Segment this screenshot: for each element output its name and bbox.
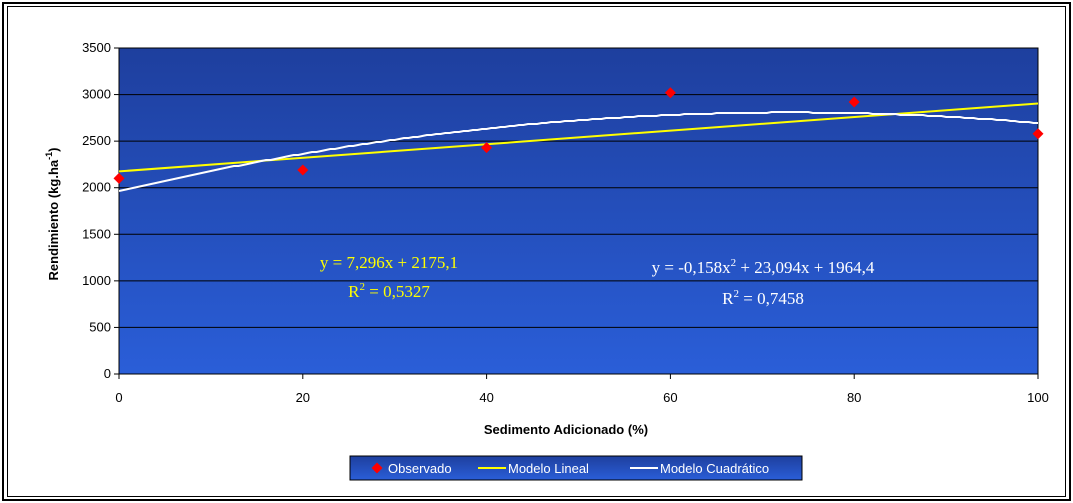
quadratic-r2-label: R2 = 0,7458 bbox=[722, 288, 804, 308]
y-tick-label: 0 bbox=[104, 366, 111, 381]
y-tick-label: 3000 bbox=[82, 87, 111, 102]
plot-area bbox=[118, 47, 1039, 375]
data-point-observado bbox=[848, 96, 860, 108]
legend-label-modelo-lineal: Modelo Lineal bbox=[508, 461, 589, 476]
data-point-observado bbox=[664, 87, 676, 99]
series-points-observado bbox=[113, 87, 1044, 184]
y-tick-label: 1000 bbox=[82, 273, 111, 288]
linear-equation-label: y = 7,296x + 2175,1 bbox=[320, 253, 458, 272]
x-tick-label: 80 bbox=[847, 390, 861, 405]
x-axis-title: Sedimento Adicionado (%) bbox=[484, 422, 648, 437]
y-tick-label: 500 bbox=[89, 319, 111, 334]
data-point-observado bbox=[1032, 128, 1044, 140]
x-tick-label: 60 bbox=[663, 390, 677, 405]
data-point-observado bbox=[481, 142, 493, 154]
y-axis-title: Rendimiento (kg.ha-1) bbox=[44, 148, 61, 281]
grid-lines bbox=[119, 94, 1038, 328]
y-tick-label: 2500 bbox=[82, 133, 111, 148]
legend-label-modelo-cuadratico: Modelo Cuadrático bbox=[660, 461, 769, 476]
series-line-modelo-cuadratico bbox=[119, 111, 1038, 192]
legend-box bbox=[349, 455, 803, 481]
y-axis-ticks: 0 500 1000 1500 2000 2500 3000 3500 bbox=[82, 40, 119, 381]
quadratic-equation-label: y = -0,158x2 + 23,094x + 1964,4 bbox=[652, 257, 875, 277]
x-axis-ticks: 0 20 40 60 80 100 bbox=[115, 374, 1049, 405]
y-tick-label: 3500 bbox=[82, 40, 111, 55]
legend-marker-observado bbox=[371, 462, 383, 474]
data-point-observado bbox=[297, 164, 309, 176]
legend-label-observado: Observado bbox=[388, 461, 452, 476]
legend: Observado Modelo Lineal Modelo Cuadrátic… bbox=[349, 455, 803, 481]
linear-r2-label: R2 = 0,5327 bbox=[348, 281, 430, 301]
y-tick-label: 2000 bbox=[82, 180, 111, 195]
x-tick-label: 0 bbox=[115, 390, 122, 405]
data-point-observado bbox=[113, 172, 125, 184]
x-tick-label: 100 bbox=[1027, 390, 1049, 405]
x-tick-label: 40 bbox=[479, 390, 493, 405]
y-tick-label: 1500 bbox=[82, 226, 111, 241]
x-tick-label: 20 bbox=[296, 390, 310, 405]
inner-frame bbox=[7, 6, 1066, 497]
